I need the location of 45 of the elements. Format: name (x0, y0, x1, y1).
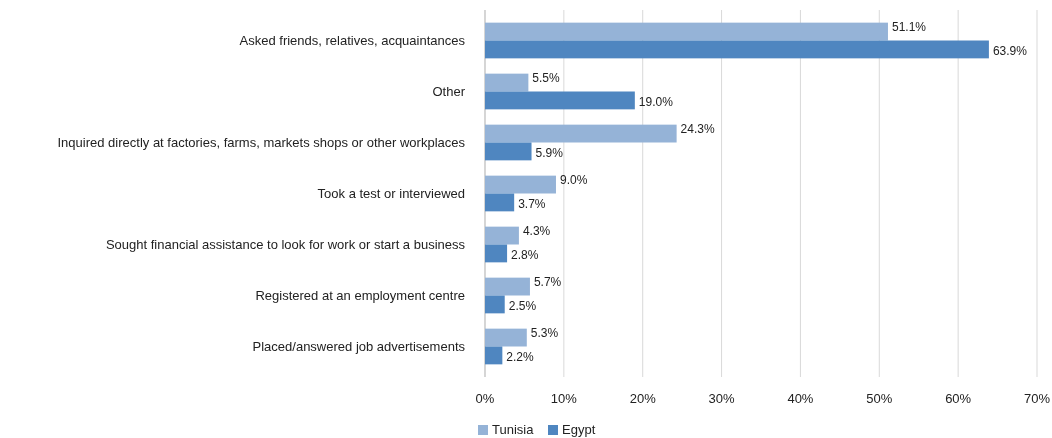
bar (485, 193, 515, 212)
data-label: 5.3% (530, 325, 559, 340)
bar (485, 22, 888, 41)
y-tick-label: Sought financial assistance to look for work or start a business (105, 236, 466, 252)
x-tick-label: 70% (1023, 391, 1051, 406)
bar (485, 328, 527, 347)
bar (485, 124, 677, 143)
data-label: 5.7% (533, 274, 562, 289)
data-label: 2.8% (511, 248, 539, 263)
data-label: 9.0% (559, 172, 588, 187)
data-label: 24.3% (680, 121, 715, 136)
y-tick-label: Other (432, 83, 466, 99)
bar (485, 277, 530, 296)
bar (485, 142, 532, 161)
data-label: 5.9% (535, 146, 564, 161)
bar (485, 73, 529, 92)
bar (485, 226, 519, 245)
legend-label: Tunisia (492, 422, 535, 437)
data-label: 3.7% (518, 197, 546, 212)
x-tick-label: 20% (629, 391, 657, 406)
bar (485, 175, 556, 194)
bar (485, 295, 505, 314)
y-tick-label: Inquired directly at factories, farms, markets shops or other workplaces (57, 134, 466, 150)
bar (485, 346, 503, 365)
x-tick-label: 10% (550, 391, 578, 406)
y-tick-label: Placed/answered job advertisements (252, 338, 466, 354)
x-tick-label: 0% (475, 391, 495, 406)
y-tick-label: Took a test or interviewed (317, 185, 465, 201)
x-tick-label: 60% (945, 391, 972, 406)
data-label: 2.2% (506, 350, 535, 365)
bar (485, 40, 989, 59)
bar (485, 91, 635, 110)
data-label: 5.5% (532, 70, 561, 85)
legend-label: Egypt (562, 422, 596, 437)
data-label: 63.9% (992, 44, 1028, 59)
x-tick-label: 40% (787, 391, 814, 406)
x-tick-label: 50% (866, 391, 893, 406)
data-label: 51.1% (891, 19, 927, 34)
x-tick-label: 30% (708, 391, 736, 406)
data-label: 2.5% (508, 299, 537, 314)
y-tick-label: Asked friends, relatives, acquaintances (239, 32, 466, 48)
y-tick-label: Registered at an employment centre (255, 287, 465, 303)
bar (485, 244, 508, 263)
data-label: 19.0% (638, 95, 674, 110)
data-label: 4.3% (522, 223, 551, 238)
